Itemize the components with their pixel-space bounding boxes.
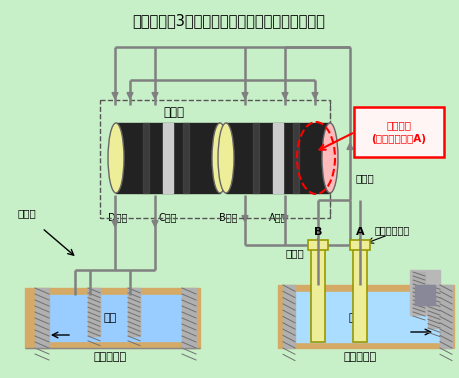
Bar xyxy=(353,248,367,342)
Bar xyxy=(273,123,283,193)
Text: 伊方発電所3号機　復水器まわり海水系統概略図: 伊方発電所3号機 復水器まわり海水系統概略図 xyxy=(133,13,325,28)
Ellipse shape xyxy=(322,123,338,193)
Text: C水室: C水室 xyxy=(159,212,177,222)
Ellipse shape xyxy=(108,123,124,193)
Text: 取水管: 取水管 xyxy=(285,248,304,258)
Bar xyxy=(253,123,259,193)
Text: 海水: 海水 xyxy=(348,313,362,323)
Bar xyxy=(25,288,200,348)
Text: 循環水ポンプ: 循環水ポンプ xyxy=(375,225,410,235)
Bar xyxy=(428,285,440,328)
Text: A水室: A水室 xyxy=(269,212,287,222)
Text: 取水管: 取水管 xyxy=(355,173,374,183)
Text: B: B xyxy=(314,227,322,237)
Text: 取水ビット: 取水ビット xyxy=(343,352,376,362)
Text: A: A xyxy=(356,227,364,237)
Bar xyxy=(308,240,328,250)
Bar xyxy=(182,288,196,348)
FancyBboxPatch shape xyxy=(354,107,444,157)
Bar xyxy=(350,240,370,250)
Bar xyxy=(413,272,425,312)
Text: D水室: D水室 xyxy=(108,212,128,222)
Bar xyxy=(311,248,325,342)
Ellipse shape xyxy=(218,123,234,193)
Bar xyxy=(143,123,149,193)
Text: 海水: 海水 xyxy=(103,313,117,323)
Bar xyxy=(163,123,173,193)
Bar xyxy=(293,292,441,342)
Text: 当該箇所
(ホットウェルA): 当該箇所 (ホットウェルA) xyxy=(371,121,426,144)
Bar xyxy=(283,285,295,348)
Text: B水室: B水室 xyxy=(219,212,237,222)
Bar xyxy=(100,100,330,218)
Bar xyxy=(293,123,299,193)
Ellipse shape xyxy=(212,123,228,193)
Bar xyxy=(88,288,100,336)
Bar xyxy=(278,285,454,348)
Bar xyxy=(128,288,140,336)
Text: 復水器: 復水器 xyxy=(163,106,184,119)
Bar xyxy=(116,123,220,193)
Bar xyxy=(440,285,452,348)
Bar xyxy=(415,285,435,305)
Text: 放水管: 放水管 xyxy=(18,208,37,218)
Text: 放水ビット: 放水ビット xyxy=(94,352,127,362)
Bar xyxy=(35,288,49,348)
Bar xyxy=(226,123,330,193)
Bar xyxy=(48,295,188,341)
Bar xyxy=(410,270,440,315)
Bar xyxy=(183,123,189,193)
